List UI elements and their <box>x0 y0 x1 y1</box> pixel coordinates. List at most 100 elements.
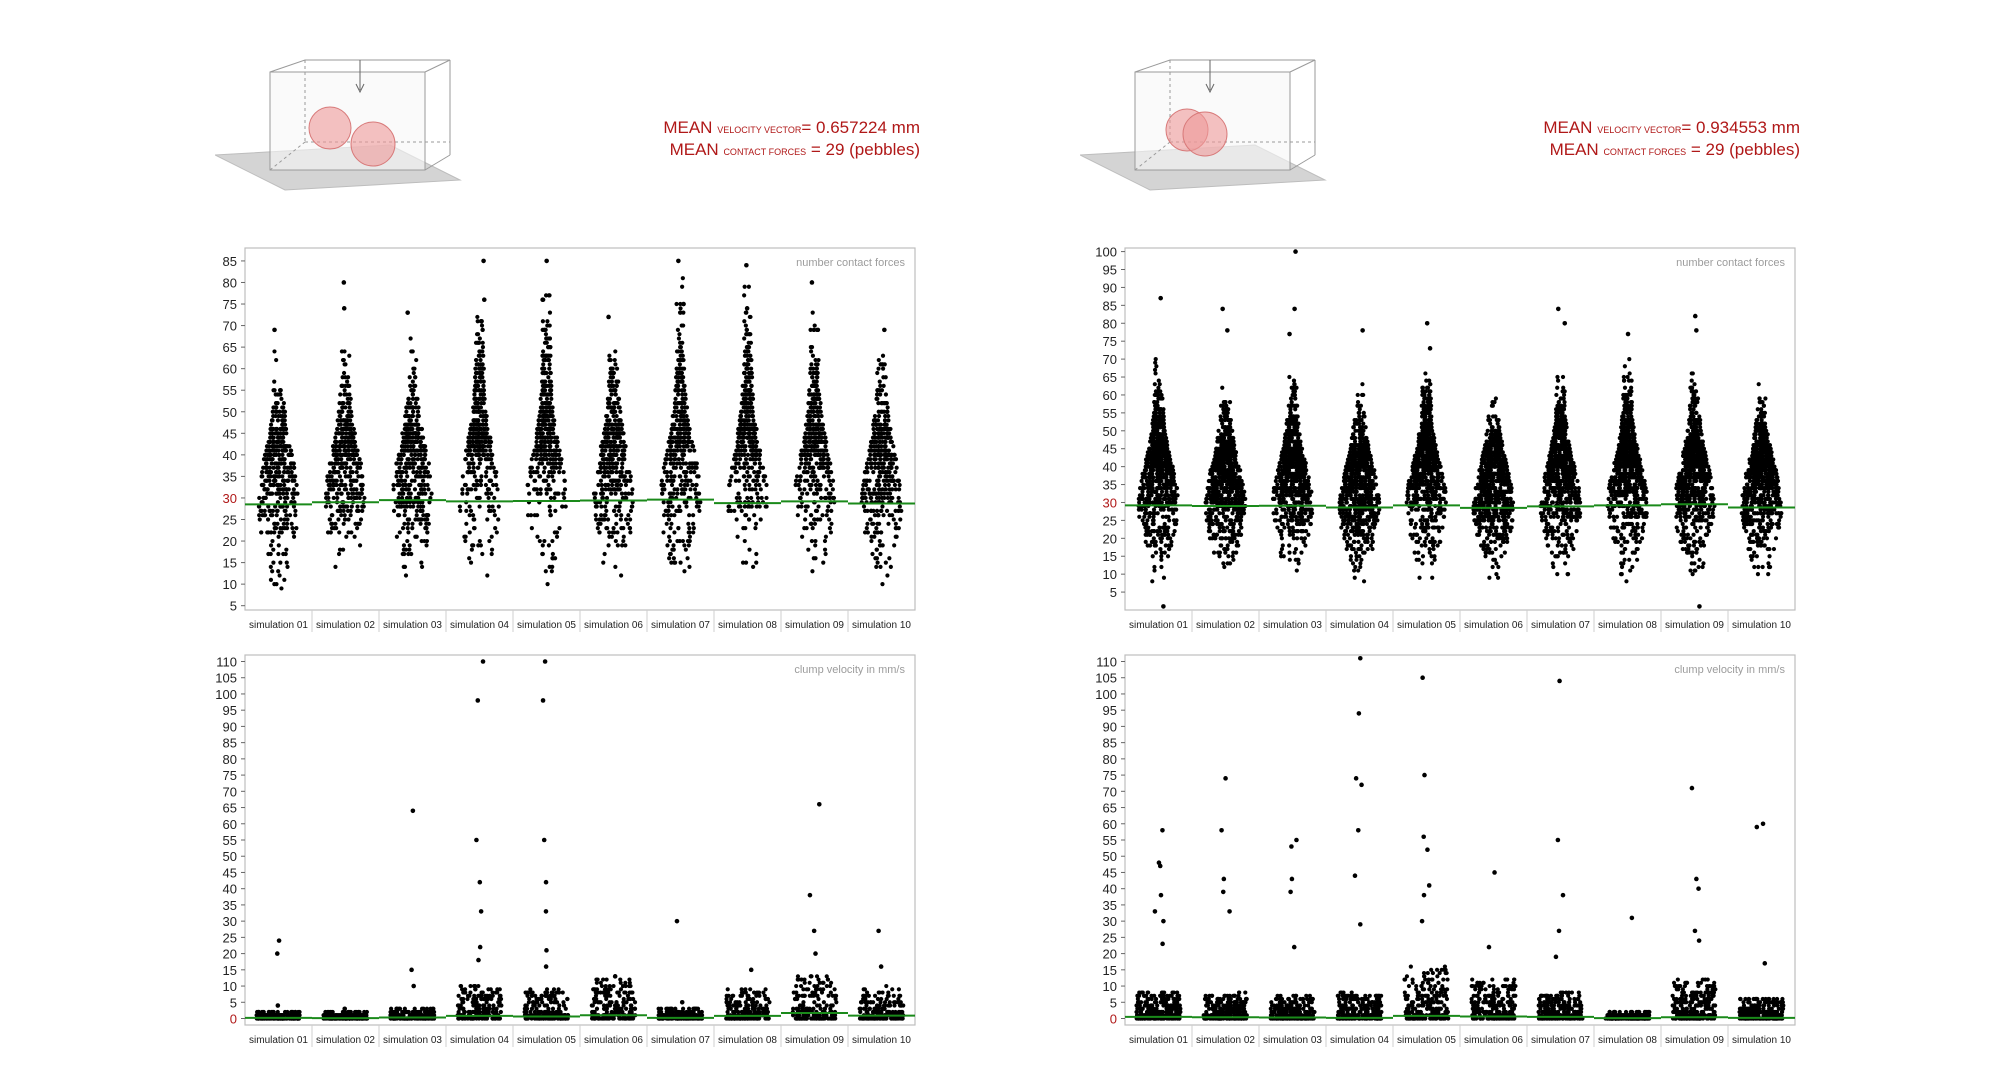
data-point <box>281 551 286 557</box>
chart-title: number contact forces <box>796 257 905 269</box>
data-point <box>419 1006 425 1011</box>
data-point <box>616 405 621 410</box>
data-point <box>541 349 546 354</box>
data-point <box>796 482 801 488</box>
data-point <box>621 439 626 445</box>
data-point <box>533 487 538 492</box>
data-point <box>401 547 406 552</box>
data-point <box>677 362 682 367</box>
data-point <box>673 560 678 565</box>
data-point <box>661 465 666 470</box>
data-point <box>354 491 360 496</box>
data-point <box>752 469 757 475</box>
data-point <box>276 461 281 466</box>
data-point <box>325 478 330 483</box>
y-tick-label: 95 <box>223 703 237 718</box>
data-point <box>356 474 361 479</box>
data-point <box>675 383 681 389</box>
data-point <box>877 543 883 548</box>
data-point <box>614 452 619 457</box>
velocity-vector-subscript: VELOCITY VECTOR <box>1597 125 1682 135</box>
data-point <box>672 530 677 535</box>
data-point <box>557 469 562 475</box>
data-point <box>828 482 833 488</box>
data-point <box>738 504 743 509</box>
data-point <box>333 564 338 570</box>
data-point <box>402 508 408 513</box>
data-point <box>878 551 883 557</box>
data-point <box>327 517 333 522</box>
y-tick-label: 35 <box>223 898 237 913</box>
x-tick-label: simulation 07 <box>651 1035 710 1046</box>
data-point <box>751 431 757 436</box>
data-point <box>344 534 349 539</box>
data-point <box>331 495 336 501</box>
data-point <box>880 353 886 358</box>
data-point <box>627 526 633 531</box>
data-point <box>874 508 880 513</box>
data-point <box>409 448 414 453</box>
simulation-08-points <box>726 284 769 570</box>
data-point <box>285 478 291 483</box>
data-point <box>876 435 881 440</box>
data-point <box>883 469 888 475</box>
data-point <box>561 469 566 475</box>
data-point <box>408 504 413 509</box>
data-point <box>890 474 895 479</box>
data-point <box>739 409 744 414</box>
data-point <box>682 435 687 440</box>
data-point <box>420 491 425 496</box>
data-point <box>883 392 889 397</box>
y-tick-label: 10 <box>223 577 237 592</box>
data-point <box>550 556 556 561</box>
data-point <box>680 452 685 457</box>
data-point <box>677 504 682 509</box>
data-point <box>596 482 601 488</box>
data-point <box>265 491 270 496</box>
data-point <box>679 478 685 483</box>
data-point <box>749 435 755 440</box>
data-point <box>829 508 834 513</box>
data-point <box>868 517 873 522</box>
data-point <box>391 482 396 488</box>
data-point <box>361 1013 367 1018</box>
data-point <box>336 551 342 557</box>
data-point <box>295 491 300 496</box>
data-point <box>749 465 755 470</box>
data-point <box>678 474 683 479</box>
data-point <box>411 1009 417 1015</box>
data-point <box>271 388 276 393</box>
data-point <box>424 1013 430 1018</box>
data-point <box>883 413 888 419</box>
data-point <box>360 504 365 509</box>
data-point <box>686 543 691 548</box>
data-point <box>407 465 412 470</box>
data-point <box>610 426 616 432</box>
data-point <box>472 526 477 531</box>
data-point <box>468 990 473 995</box>
data-point <box>878 530 884 535</box>
data-point <box>873 465 878 470</box>
data-point <box>675 487 680 492</box>
data-point <box>816 439 821 445</box>
data-point <box>811 379 816 384</box>
x-tick-label: simulation 10 <box>852 620 911 631</box>
data-point <box>680 392 685 397</box>
data-point <box>797 465 802 470</box>
data-point <box>274 526 279 531</box>
data-point <box>473 366 478 371</box>
data-point <box>882 482 888 488</box>
data-point <box>425 517 430 522</box>
data-point <box>406 439 411 445</box>
data-point <box>341 504 346 509</box>
data-point <box>615 401 620 406</box>
data-point <box>680 340 685 345</box>
data-point <box>465 452 471 457</box>
data-point <box>493 526 498 531</box>
data-point <box>628 530 633 535</box>
data-point <box>488 508 493 513</box>
data-point <box>678 345 683 350</box>
data-point <box>814 388 819 393</box>
data-point <box>407 375 412 380</box>
data-point <box>876 413 882 419</box>
